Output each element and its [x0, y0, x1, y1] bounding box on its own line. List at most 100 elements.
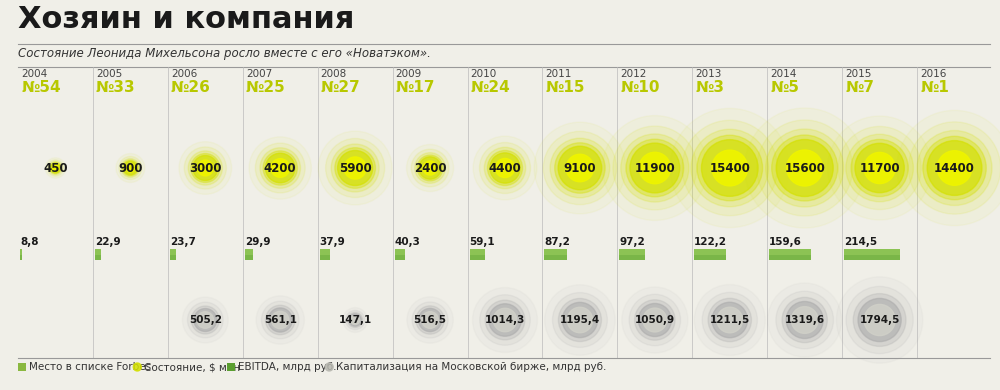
Bar	[619, 249, 645, 260]
Text: №17: №17	[396, 80, 435, 95]
Circle shape	[745, 108, 865, 228]
Circle shape	[122, 160, 138, 176]
Text: №5: №5	[770, 80, 799, 95]
Circle shape	[191, 306, 219, 334]
Circle shape	[346, 310, 365, 330]
Text: 37,9: 37,9	[320, 237, 345, 247]
Text: 2007: 2007	[246, 69, 272, 79]
Text: 2009: 2009	[396, 69, 422, 79]
Circle shape	[772, 135, 838, 201]
Circle shape	[331, 144, 379, 192]
Circle shape	[418, 308, 442, 332]
Text: 2008: 2008	[321, 69, 347, 79]
Text: 4200: 4200	[264, 161, 297, 174]
Circle shape	[193, 156, 218, 181]
Text: Место в списке Forbes: Место в списке Forbes	[29, 362, 151, 372]
Circle shape	[701, 140, 758, 196]
Circle shape	[133, 363, 141, 371]
Bar	[95, 249, 101, 255]
Circle shape	[708, 298, 751, 342]
Circle shape	[712, 302, 748, 338]
Text: 2013: 2013	[695, 69, 722, 79]
Text: 23,7: 23,7	[170, 237, 196, 247]
Bar	[320, 249, 330, 255]
Bar	[694, 249, 726, 255]
Circle shape	[558, 298, 601, 342]
Circle shape	[853, 294, 906, 346]
Circle shape	[791, 307, 818, 333]
Circle shape	[326, 138, 385, 197]
Circle shape	[265, 153, 295, 183]
Text: 11900: 11900	[634, 161, 675, 174]
Circle shape	[558, 146, 602, 190]
Circle shape	[188, 151, 222, 185]
Bar	[170, 249, 176, 255]
Text: 1319,6: 1319,6	[785, 315, 825, 325]
Circle shape	[864, 152, 895, 184]
Circle shape	[691, 129, 769, 207]
Circle shape	[562, 302, 598, 338]
Bar	[619, 249, 645, 255]
Circle shape	[768, 283, 842, 357]
Circle shape	[338, 151, 373, 186]
Bar	[769, 249, 811, 255]
Circle shape	[566, 154, 594, 182]
Circle shape	[543, 131, 617, 205]
Text: 900: 900	[118, 161, 143, 174]
Circle shape	[545, 285, 615, 355]
Circle shape	[348, 312, 363, 328]
Text: №15: №15	[545, 80, 585, 95]
Bar	[320, 249, 330, 260]
Text: 2006: 2006	[171, 69, 197, 79]
Circle shape	[407, 297, 453, 343]
Text: 2011: 2011	[545, 69, 572, 79]
Text: №3: №3	[695, 80, 724, 95]
Text: Хозяин и компания: Хозяин и компания	[18, 5, 354, 34]
Circle shape	[411, 149, 449, 187]
Text: №33: №33	[96, 80, 136, 95]
Text: 2016: 2016	[920, 69, 946, 79]
Circle shape	[495, 158, 515, 177]
Circle shape	[630, 143, 680, 193]
Circle shape	[489, 304, 521, 336]
Circle shape	[187, 302, 223, 338]
Bar	[95, 249, 101, 260]
Circle shape	[52, 165, 59, 171]
Circle shape	[485, 300, 525, 340]
Circle shape	[682, 120, 777, 216]
Circle shape	[473, 136, 537, 200]
Circle shape	[897, 110, 1000, 226]
Circle shape	[182, 297, 228, 343]
Circle shape	[263, 151, 297, 185]
Text: №54: №54	[21, 80, 61, 95]
Circle shape	[50, 162, 61, 174]
Text: 59,1: 59,1	[470, 237, 495, 247]
Text: Состояние Леонида Михельсона росло вместе с его «Новатэком».: Состояние Леонида Михельсона росло вмест…	[18, 47, 431, 60]
Bar	[470, 249, 485, 260]
Circle shape	[534, 122, 626, 214]
Text: 1794,5: 1794,5	[859, 315, 900, 325]
Circle shape	[47, 160, 64, 176]
Circle shape	[349, 314, 361, 326]
Circle shape	[923, 136, 986, 200]
Circle shape	[121, 159, 140, 177]
Circle shape	[602, 115, 707, 220]
Circle shape	[776, 140, 833, 197]
Text: 5900: 5900	[339, 161, 372, 174]
Bar	[769, 249, 811, 260]
Circle shape	[49, 161, 62, 175]
Circle shape	[256, 296, 304, 344]
Bar	[844, 249, 900, 255]
Text: 1050,9: 1050,9	[635, 315, 675, 325]
Circle shape	[776, 291, 834, 349]
Circle shape	[786, 301, 823, 339]
Circle shape	[417, 155, 443, 181]
Bar	[544, 249, 567, 255]
Circle shape	[851, 139, 908, 197]
Text: 87,2: 87,2	[544, 237, 570, 247]
Circle shape	[782, 297, 827, 343]
Circle shape	[836, 277, 923, 363]
Circle shape	[717, 307, 743, 333]
Circle shape	[194, 308, 217, 332]
Circle shape	[622, 287, 688, 353]
